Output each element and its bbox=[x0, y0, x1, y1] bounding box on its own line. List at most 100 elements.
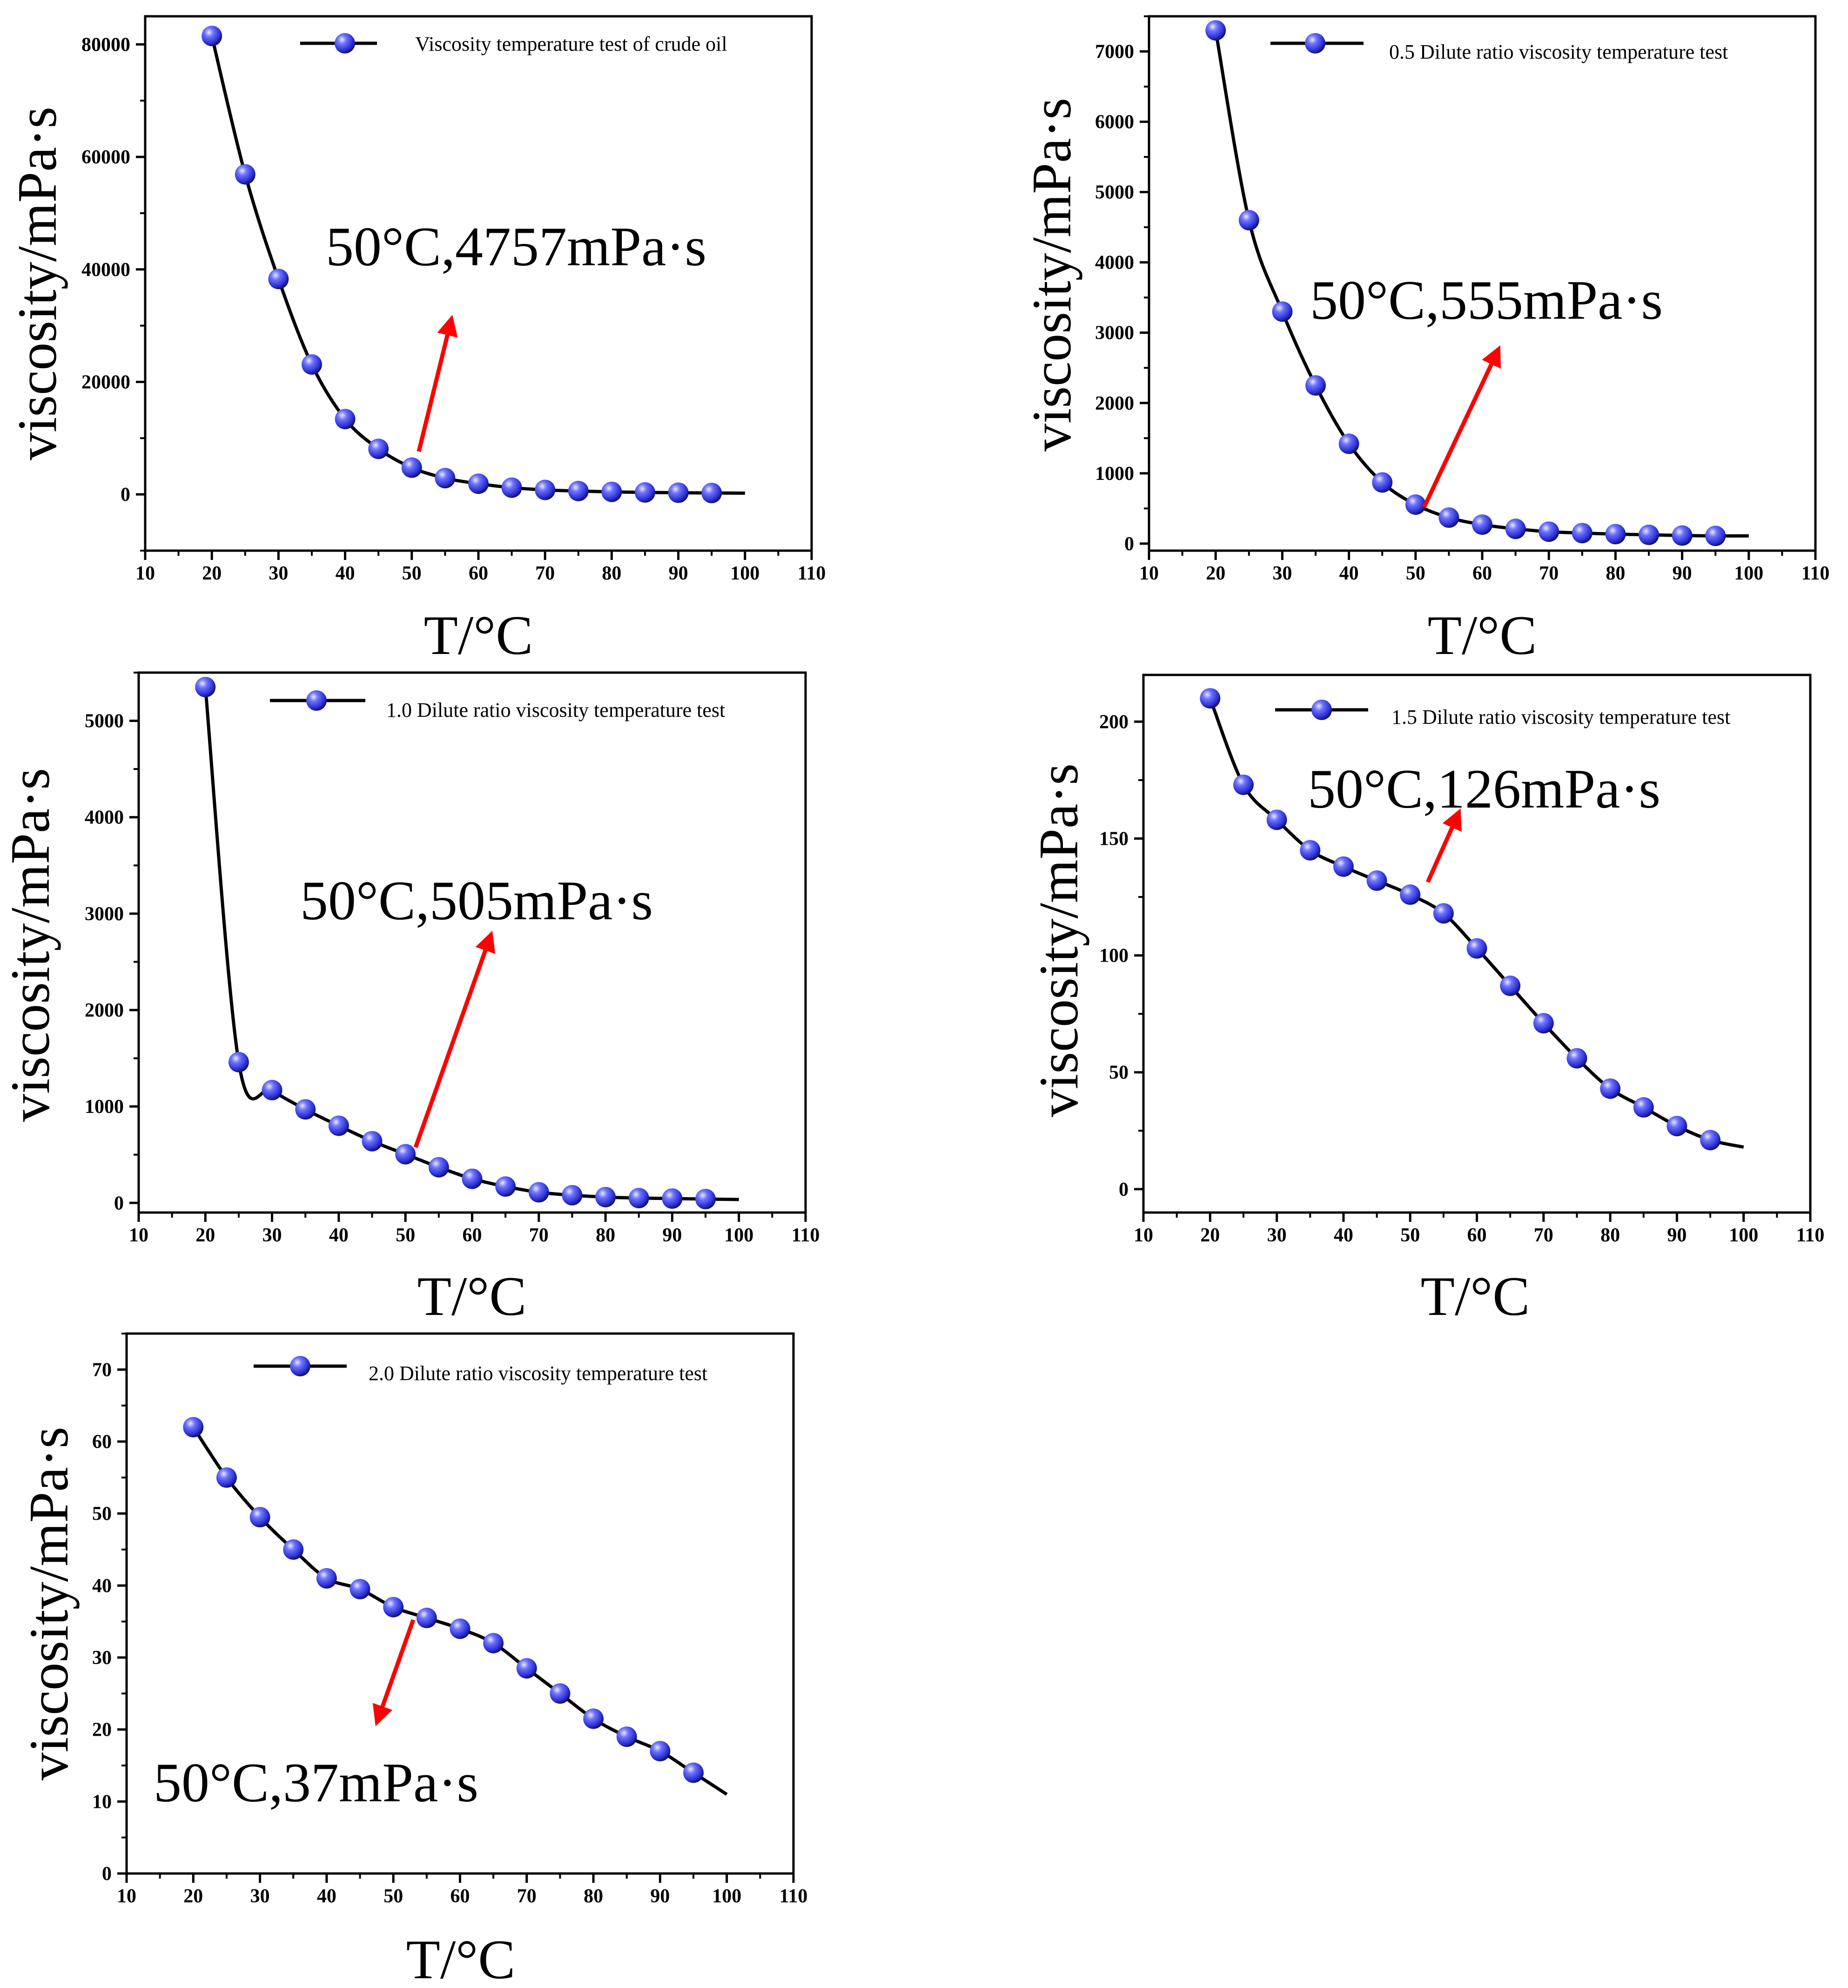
data-point bbox=[1639, 525, 1659, 546]
data-point bbox=[1667, 1116, 1687, 1137]
y-tick-label: 50 bbox=[92, 1503, 112, 1525]
y-tick-label: 0 bbox=[121, 484, 130, 505]
data-point bbox=[216, 1467, 237, 1488]
data-point bbox=[295, 1099, 316, 1120]
x-tick-label: 20 bbox=[1206, 563, 1225, 584]
x-tick-label: 110 bbox=[792, 1225, 820, 1246]
y-tick-label: 3000 bbox=[1095, 323, 1134, 344]
x-tick-label: 40 bbox=[1334, 1225, 1353, 1246]
data-point bbox=[595, 1186, 616, 1207]
data-point bbox=[1705, 526, 1726, 546]
x-axis-title: T/°C bbox=[1428, 604, 1537, 666]
x-tick-label: 30 bbox=[1267, 1225, 1287, 1246]
x-tick-label: 60 bbox=[469, 563, 488, 584]
y-tick-label: 0 bbox=[1119, 1179, 1129, 1200]
legend-label: 0.5 Dilute ratio viscosity temperature t… bbox=[1389, 40, 1728, 63]
y-tick-label: 0 bbox=[1124, 533, 1134, 555]
y-tick-label: 50 bbox=[1109, 1062, 1129, 1084]
x-tick-label: 80 bbox=[1600, 1225, 1620, 1246]
x-tick-label: 60 bbox=[463, 1225, 482, 1246]
legend: 1.5 Dilute ratio viscosity temperature t… bbox=[1275, 700, 1730, 728]
data-point bbox=[662, 1188, 683, 1209]
chart-crude-oil: 10 20 30 40 50 60 70 80 90 100 110 0 20000 40000 60000… bbox=[6, 15, 826, 666]
data-point bbox=[550, 1683, 571, 1704]
y-axis-title: viscosity/mPa·s bbox=[0, 768, 61, 1122]
data-point bbox=[650, 1741, 671, 1762]
data-point bbox=[668, 482, 689, 503]
legend-marker bbox=[1311, 700, 1332, 720]
annotation-label: 50°C,4757mPa·s bbox=[326, 216, 706, 277]
legend: Viscosity temperature test of crude oil bbox=[300, 33, 727, 55]
y-tick-label: 4000 bbox=[1095, 252, 1134, 274]
data-point bbox=[249, 1507, 270, 1528]
data-point bbox=[416, 1607, 437, 1628]
x-tick-label: 90 bbox=[1667, 1225, 1687, 1246]
legend-marker bbox=[335, 33, 355, 54]
data-point bbox=[1605, 524, 1626, 545]
annotation-arrow bbox=[1425, 808, 1462, 883]
y-axis-title: viscosity/mPa·s bbox=[1021, 98, 1082, 452]
x-tick-label: 20 bbox=[183, 1886, 203, 1907]
y-tick-label: 10 bbox=[92, 1791, 112, 1813]
y-tick-label: 2000 bbox=[1095, 393, 1134, 414]
x-tick-label: 50 bbox=[402, 563, 422, 584]
x-tick-label: 100 bbox=[730, 563, 759, 584]
y-tick-label: 20 bbox=[92, 1719, 112, 1741]
annotation-label: 50°C,555mPa·s bbox=[1310, 269, 1663, 331]
series-curve bbox=[203, 687, 739, 1201]
data-point bbox=[1238, 210, 1259, 231]
data-point bbox=[468, 473, 489, 494]
data-point bbox=[635, 482, 655, 503]
y-tick-label: 40000 bbox=[81, 259, 130, 281]
y-tick-label: 0 bbox=[114, 1193, 124, 1214]
x-tick-label: 30 bbox=[269, 563, 288, 584]
data-point bbox=[228, 1051, 249, 1072]
annotation-arrow bbox=[372, 1619, 416, 1726]
x-tick-label: 50 bbox=[396, 1225, 415, 1246]
x-tick-label: 30 bbox=[250, 1886, 270, 1907]
x-tick-label: 40 bbox=[336, 563, 355, 584]
x-axis-title: T/°C bbox=[424, 604, 533, 666]
data-point bbox=[1500, 975, 1521, 996]
x-tick-label: 70 bbox=[535, 563, 555, 584]
chart-dilute-1-0: 10 20 30 40 50 60 70 80 90 100 110 0 1000 2000 3000 400… bbox=[0, 671, 820, 1327]
data-point bbox=[1400, 884, 1421, 905]
data-point bbox=[1566, 1048, 1587, 1069]
y-axis-title: viscosity/mPa·s bbox=[6, 107, 68, 460]
y-tick-label: 7000 bbox=[1095, 41, 1134, 63]
data-point bbox=[583, 1708, 604, 1729]
data-point bbox=[628, 1187, 649, 1208]
data-point bbox=[235, 164, 255, 185]
y-tick-label: 150 bbox=[1099, 829, 1129, 850]
y-tick-label: 1000 bbox=[1095, 463, 1134, 485]
data-point bbox=[1300, 840, 1321, 861]
x-axis-title: T/°C bbox=[1421, 1265, 1530, 1327]
x-tick-label: 70 bbox=[1534, 1225, 1553, 1246]
data-point bbox=[1338, 433, 1359, 454]
data-point bbox=[568, 480, 589, 501]
legend-marker bbox=[306, 690, 327, 711]
y-tick-label: 100 bbox=[1099, 945, 1129, 967]
data-point bbox=[1505, 519, 1526, 539]
x-tick-label: 110 bbox=[780, 1886, 808, 1907]
data-point bbox=[535, 479, 556, 500]
data-point bbox=[695, 1189, 716, 1209]
data-point bbox=[616, 1726, 637, 1747]
data-point bbox=[1700, 1130, 1721, 1151]
data-point bbox=[262, 1079, 282, 1100]
x-tick-label: 80 bbox=[1606, 563, 1625, 584]
y-tick-label: 70 bbox=[92, 1359, 112, 1381]
data-point bbox=[1438, 507, 1459, 528]
x-tick-label: 70 bbox=[529, 1225, 549, 1246]
data-point bbox=[501, 477, 522, 498]
legend: 2.0 Dilute ratio viscosity temperature t… bbox=[254, 1356, 707, 1385]
y-tick-label: 5000 bbox=[85, 711, 124, 732]
data-point bbox=[601, 481, 622, 502]
x-tick-label: 90 bbox=[650, 1886, 670, 1907]
legend-marker bbox=[1305, 33, 1325, 54]
x-tick-label: 110 bbox=[1801, 563, 1830, 584]
data-point bbox=[528, 1182, 549, 1203]
legend-label: 2.0 Dilute ratio viscosity temperature t… bbox=[369, 1362, 707, 1385]
y-tick-label: 5000 bbox=[1095, 182, 1134, 203]
